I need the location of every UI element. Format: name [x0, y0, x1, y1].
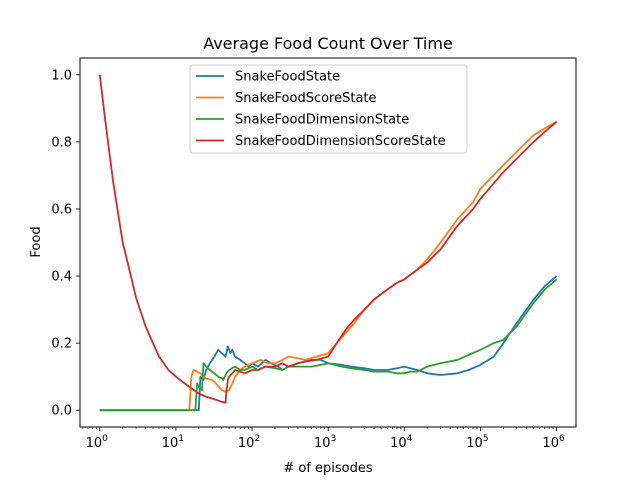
y-tick-label: 1.0: [51, 68, 72, 83]
x-tick-label: 105: [466, 434, 488, 451]
series-layer: [98, 74, 558, 412]
legend-label: SnakeFoodState: [235, 70, 340, 85]
y-tick-label: 0.4: [51, 270, 72, 285]
y-axis-label: Food: [29, 226, 44, 257]
x-tick-label: 106: [542, 434, 565, 451]
x-axis-label: # of episodes: [283, 461, 373, 476]
y-tick-label: 0.6: [51, 202, 72, 217]
x-tick-label: 102: [238, 434, 260, 451]
series-line-3: [98, 74, 558, 404]
chart-title: Average Food Count Over Time: [203, 34, 453, 53]
y-tick-label: 0.8: [51, 135, 72, 150]
series-line-1: [99, 120, 558, 412]
legend-label: SnakeFoodScoreState: [235, 91, 377, 106]
legend: SnakeFoodState SnakeFoodScoreState SnakeFo…: [189, 64, 468, 154]
y-tick-label: 0.2: [51, 337, 72, 352]
x-tick-label: 103: [314, 434, 336, 451]
legend-box: [189, 64, 468, 154]
x-tick-label: 100: [86, 434, 109, 451]
legend-label: SnakeFoodDimensionScoreState: [235, 134, 446, 149]
legend-label: SnakeFoodDimensionState: [235, 113, 409, 128]
y-tick-label: 0.0: [51, 404, 72, 419]
x-tick-label: 104: [390, 434, 413, 451]
y-axis: 0.0 0.2 0.4 0.6 0.8 1.0: [51, 68, 80, 419]
x-tick-label: 101: [162, 434, 184, 451]
x-axis: 100 101 102 103 104 105 106: [82, 427, 565, 451]
